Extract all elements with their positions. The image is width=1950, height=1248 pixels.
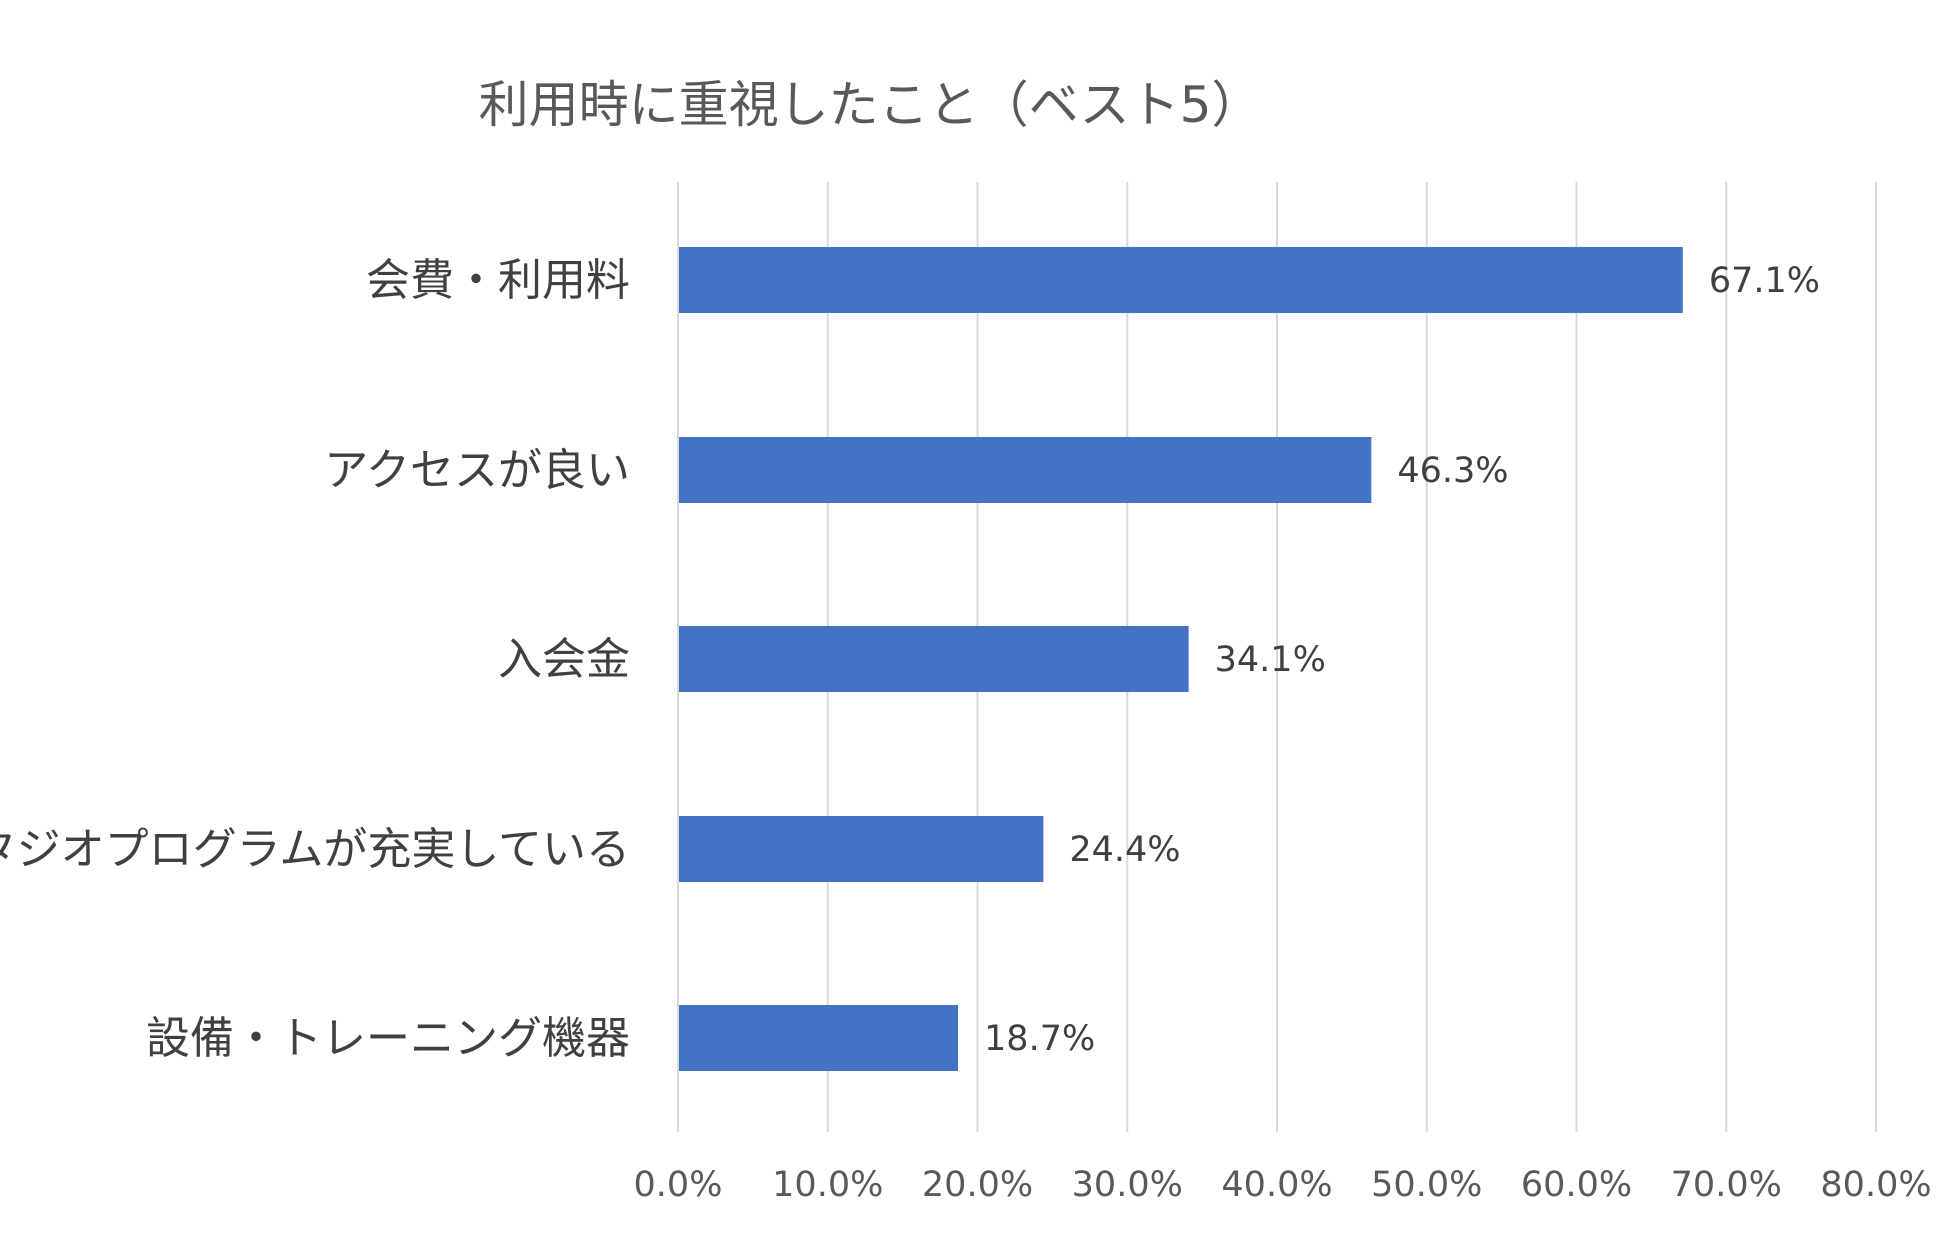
bar-3 [679, 816, 1044, 882]
x-tick-label-0: 0.0% [634, 1165, 723, 1205]
x-tick-label-4: 40.0% [1221, 1165, 1332, 1205]
data-label-2: 34.1% [1215, 640, 1326, 680]
data-label-4: 18.7% [984, 1019, 1095, 1059]
x-tick-label-1: 10.0% [772, 1165, 883, 1205]
category-labels: 会費・利用料アクセスが良い入会金スタジオプログラムが充実している設備・トレーニン… [0, 255, 630, 1064]
x-tick-label-3: 30.0% [1072, 1165, 1183, 1205]
bar-1 [679, 437, 1372, 503]
x-tick-label-5: 50.0% [1371, 1165, 1482, 1205]
data-labels: 67.1% 46.3% 34.1% 24.4% 18.7% [984, 261, 1820, 1059]
data-label-1: 46.3% [1397, 451, 1508, 491]
bar-0 [679, 247, 1683, 313]
x-tick-label-6: 60.0% [1521, 1165, 1632, 1205]
category-label-2: 入会金 [498, 634, 630, 685]
chart-title: 利用時に重視したこと（ベスト5） [479, 76, 1262, 134]
x-tick-label-2: 20.0% [922, 1165, 1033, 1205]
x-tick-label-8: 80.0% [1820, 1165, 1931, 1205]
category-label-1: アクセスが良い [324, 445, 630, 496]
category-label-4: 設備・トレーニング機器 [146, 1013, 630, 1064]
data-label-3: 24.4% [1069, 830, 1180, 870]
x-axis-tick-labels: 0.0% 10.0% 20.0% 30.0% 40.0% 50.0% 60.0% 70.0% 8… [634, 1165, 1932, 1205]
category-label-3: スタジオプログラムが充実している [0, 824, 630, 875]
x-tick-label-7: 70.0% [1671, 1165, 1782, 1205]
bar-4 [679, 1005, 959, 1071]
gridlines [677, 182, 1877, 1132]
bar-2 [679, 626, 1189, 692]
bars [679, 247, 1683, 1071]
data-label-0: 67.1% [1709, 261, 1820, 301]
category-label-0: 会費・利用料 [366, 255, 630, 306]
